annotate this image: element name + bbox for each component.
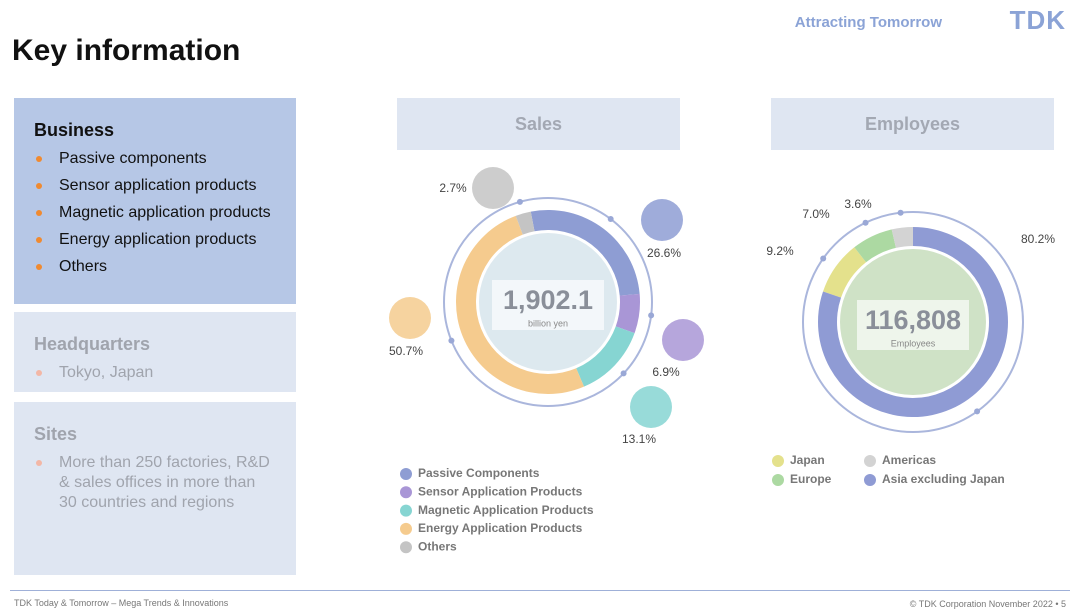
segment-icon xyxy=(472,167,514,209)
headquarters-box: Headquarters Tokyo, Japan xyxy=(14,312,296,392)
legend-label: Energy Application Products xyxy=(418,521,583,535)
bullet-item: Magnetic application products xyxy=(34,203,276,223)
footer-left: TDK Today & Tomorrow – Mega Trends & Inn… xyxy=(14,598,229,608)
value-label: 26.6% xyxy=(647,246,681,260)
donut-segment xyxy=(515,211,535,235)
segment-icon xyxy=(641,199,683,241)
box-title: Headquarters xyxy=(34,334,151,354)
value-label: 50.7% xyxy=(389,344,423,358)
bullet-item: Energy application products xyxy=(34,230,276,250)
box-title: Business xyxy=(34,120,115,140)
outer-ring xyxy=(802,211,1024,433)
donut-segment xyxy=(891,227,913,248)
value-label: 3.6% xyxy=(844,197,872,211)
bullet-item: Sensor application products xyxy=(34,176,276,196)
legend-label: Asia excluding Japan xyxy=(882,472,1005,486)
legend-swatch xyxy=(400,468,412,480)
chart-header xyxy=(771,98,1054,150)
legend-swatch xyxy=(772,474,784,486)
legend-swatch xyxy=(400,541,412,554)
segment-icon xyxy=(662,319,704,361)
legend-swatch xyxy=(400,504,412,517)
legend-label: Magnetic Application Products xyxy=(418,503,594,517)
logo: TDK xyxy=(1009,5,1066,35)
center-label: billion yen xyxy=(528,318,568,328)
segment-dot xyxy=(620,370,627,377)
segment-dot xyxy=(862,219,869,226)
value-label: 2.7% xyxy=(439,181,467,195)
legend-label: Sensor Application Products xyxy=(418,484,583,498)
segment-dot xyxy=(448,337,455,344)
center-label: Employees xyxy=(891,338,936,348)
donut-segment xyxy=(823,247,867,298)
segment-dot xyxy=(974,408,981,415)
center-value: 116,808 xyxy=(865,305,961,335)
footer-right: © TDK Corporation November 2022 • 5 xyxy=(909,599,1066,609)
value-label: 7.0% xyxy=(802,207,830,221)
business-box: Business Passive components Sensor applica… xyxy=(14,98,296,304)
legend-label: Passive Components xyxy=(418,466,540,480)
donut-segment xyxy=(854,229,896,263)
segment-dot xyxy=(607,216,614,223)
bullet-item: Tokyo, Japan xyxy=(34,363,276,383)
bullet-list: Tokyo, Japan xyxy=(34,363,276,383)
legend-label: Americas xyxy=(882,453,936,467)
box-title: Sites xyxy=(34,424,78,444)
segment-icon xyxy=(389,297,431,339)
value-label: 9.2% xyxy=(766,244,794,258)
donut-segment xyxy=(530,210,640,296)
bullet-item: Passive components xyxy=(34,149,276,169)
chart-title: Sales xyxy=(515,114,562,134)
donut-segment xyxy=(576,326,635,387)
chart-title: Employees xyxy=(865,114,960,134)
donut-segment xyxy=(455,215,585,395)
page-title: Key information xyxy=(12,34,241,67)
segment-dot xyxy=(897,209,904,216)
center-backdrop xyxy=(492,280,604,330)
segment-dot xyxy=(648,312,655,319)
bullet-list: More than 250 factories, R&D & sales off… xyxy=(34,453,276,513)
legend-swatch xyxy=(772,455,784,467)
legend-swatch xyxy=(864,455,876,467)
segment-dot xyxy=(516,198,523,205)
value-label: 6.9% xyxy=(652,365,680,379)
center-value: 1,902.1 xyxy=(503,285,593,315)
legend-label: Japan xyxy=(790,453,825,467)
sites-box: Sites More than 250 factories, R&D & sale… xyxy=(14,402,296,575)
legend-swatch xyxy=(400,522,412,535)
legend-swatch xyxy=(400,486,412,499)
value-label: 80.2% xyxy=(1021,232,1055,246)
segment-dot xyxy=(820,255,827,262)
tagline: Attracting Tomorrow xyxy=(794,14,942,31)
legend-swatch xyxy=(864,474,876,486)
bullet-item: Others xyxy=(34,257,276,277)
legend-label: Others xyxy=(418,539,457,553)
footer-line xyxy=(10,590,1070,591)
segment-icon xyxy=(630,386,672,428)
bullet-list: Passive components Sensor application pro… xyxy=(34,149,276,277)
value-label: 13.1% xyxy=(622,432,656,446)
donut-segment xyxy=(615,293,640,334)
bullet-item: More than 250 factories, R&D & sales off… xyxy=(34,453,276,513)
chart-header xyxy=(397,98,680,150)
charts: Sales 26.6% Passive Components 6.9% Sensor A… xyxy=(389,98,1055,554)
legend-label: Europe xyxy=(790,472,832,486)
center-backdrop xyxy=(857,300,969,350)
outer-ring xyxy=(443,197,653,407)
